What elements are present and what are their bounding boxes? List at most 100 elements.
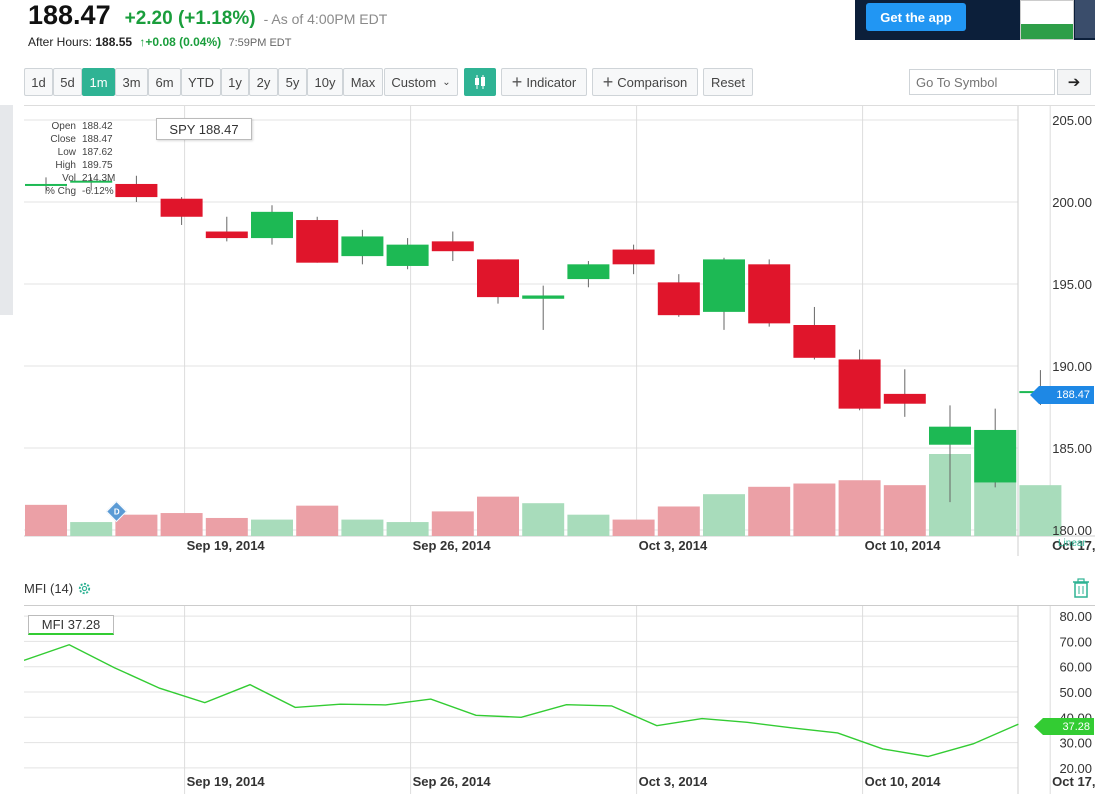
price-change: +2.20 (+1.18%): [124, 8, 256, 29]
plus-icon: +: [511, 71, 523, 92]
after-hours-row: After Hours: 188.55 ↑+0.08 (0.04%) 7:59P…: [28, 35, 291, 49]
price-y-axis: 205.00 200.00 195.00 190.00 185.00 180.00: [1052, 113, 1092, 538]
range-10y-button[interactable]: 10y: [307, 68, 343, 96]
scale-toggle[interactable]: Linear: [1058, 538, 1086, 549]
reset-button[interactable]: Reset: [703, 68, 753, 96]
price-chart: 205.00 200.00 195.00 190.00 185.00 180.00 Sep…: [24, 105, 1108, 556]
ohlc-info-row: % Chg -6.12%: [24, 185, 134, 198]
candle-body: [341, 236, 384, 257]
volume-bar: [341, 519, 384, 536]
get-app-button[interactable]: Get the app: [866, 3, 966, 31]
scale-label: Linear: [1058, 538, 1086, 549]
ohlc-info-row: Open 188.42: [24, 120, 134, 133]
ohlc-info-box: Open 188.42 Close 188.47 Low 187.62 High 189.75…: [24, 120, 134, 198]
ohlc-info-label: % Chg: [45, 186, 76, 197]
quote-header: 188.47 +2.20 (+1.18%) - As of 4:00PM EDT: [28, 0, 387, 34]
ohlc-info-label: Vol: [62, 173, 76, 184]
price-y-tick-label: 195.00: [1052, 277, 1092, 292]
indicator-label: Indicator: [526, 74, 577, 90]
range-6m-button[interactable]: 6m: [148, 68, 181, 96]
last-price-tag: 188.47: [1030, 386, 1094, 404]
price-chart-svg: 205.00 200.00 195.00 190.00 185.00 180.00 Sep…: [24, 106, 1108, 556]
ohlc-info-value: -6.12%: [82, 186, 114, 197]
price-x-tick-label: Oct 3, 2014: [639, 538, 708, 553]
volume-bar: [70, 522, 113, 536]
volume-bar: [703, 494, 745, 536]
candle-body: [386, 244, 429, 266]
arrow-up-icon: ↑: [139, 35, 146, 49]
candle-body: [883, 393, 926, 404]
mfi-x-tick-label: Sep 26, 2014: [413, 774, 492, 789]
volume-bar: [657, 506, 700, 536]
ohlc-info-label: Low: [57, 147, 76, 158]
last-price-tag-label: 188.47: [1056, 389, 1090, 401]
go-to-symbol-input[interactable]: [909, 69, 1055, 95]
candle-body: [974, 429, 1017, 483]
price-y-tick-label: 185.00: [1052, 441, 1092, 456]
ohlc-info-value: 188.42: [82, 121, 113, 132]
trash-icon[interactable]: [1072, 578, 1090, 598]
volume-bar: [115, 514, 158, 536]
as-of-time: - As of 4:00PM EDT: [263, 11, 388, 27]
ohlc-info-value: 214.3M: [82, 173, 116, 184]
range-5y-button[interactable]: 5y: [278, 68, 307, 96]
range-ytd-button[interactable]: YTD: [181, 68, 221, 96]
range-max-button[interactable]: Max: [343, 68, 383, 96]
volume-bar: [612, 519, 655, 536]
candle-body: [251, 211, 293, 239]
after-hours-price: 188.55: [95, 35, 133, 49]
go-button[interactable]: ➔: [1057, 69, 1091, 95]
range-5d-button[interactable]: 5d: [53, 68, 82, 96]
mfi-x-axis: Sep 19, 2014 Sep 26, 2014 Oct 3, 2014 Oct 1…: [187, 774, 1108, 789]
price-y-tick-label: 205.00: [1052, 113, 1092, 128]
mfi-line-group: [23, 643, 1019, 758]
ohlc-info-label: Close: [50, 134, 76, 145]
range-1y-button[interactable]: 1y: [221, 68, 249, 96]
mfi-x-tick-label: Oct 10, 2014: [865, 774, 942, 789]
candle-body: [522, 295, 565, 299]
ohlc-info-value: 188.47: [82, 134, 113, 145]
ohlc-info-row: Close 188.47: [24, 133, 134, 146]
ohlc-info-row: High 189.75: [24, 159, 134, 172]
add-indicator-button[interactable]: + Indicator: [501, 68, 587, 96]
comparison-label: Comparison: [617, 74, 688, 90]
ohlc-info-row: Vol 214.3M: [24, 172, 134, 185]
after-hours-time: 7:59PM EDT: [228, 37, 292, 49]
volume-bar: [296, 505, 339, 536]
price-x-tick-label: Oct 17, 2014: [1052, 538, 1095, 553]
candle-body: [115, 183, 158, 198]
mfi-legend: MFI 37.28: [28, 615, 114, 635]
custom-range-dropdown[interactable]: Custom ⌄: [384, 68, 458, 96]
mfi-last-value-tag: 37.28: [1034, 718, 1094, 735]
dividend-marker-label: D: [113, 507, 120, 516]
range-2y-button[interactable]: 2y: [249, 68, 278, 96]
ad-phone-image: [1020, 0, 1074, 40]
mfi-y-tick-label: 30.00: [1059, 736, 1092, 751]
candle-body: [296, 220, 339, 263]
candle-body: [431, 241, 474, 252]
volume-bar: [431, 511, 474, 536]
volume-bar: [386, 522, 429, 536]
candle-body: [160, 198, 203, 217]
candle-body: [657, 282, 700, 316]
range-3m-button[interactable]: 3m: [115, 68, 148, 96]
range-1m-button[interactable]: 1m: [82, 68, 115, 96]
symbol-legend-label: SPY 188.47: [169, 121, 239, 137]
candlestick-chart-type-button[interactable]: [464, 68, 496, 96]
range-1d-button[interactable]: 1d: [24, 68, 53, 96]
gear-icon[interactable]: [77, 581, 92, 596]
candle-body: [838, 359, 881, 409]
price-y-tick-label: 200.00: [1052, 195, 1092, 210]
ad-side-image: [1075, 0, 1095, 38]
mfi-y-tick-label: 70.00: [1059, 634, 1092, 649]
mfi-y-tick-label: 60.00: [1059, 660, 1092, 675]
mfi-line: [23, 643, 1019, 758]
mfi-title: MFI (14): [24, 581, 74, 596]
add-comparison-button[interactable]: + Comparison: [592, 68, 698, 96]
mfi-last-value-label: 37.28: [1062, 720, 1090, 733]
candle-body: [793, 325, 836, 358]
volume-bar: [251, 519, 293, 536]
volume-bar: [793, 483, 836, 536]
candle-body: [929, 426, 971, 445]
